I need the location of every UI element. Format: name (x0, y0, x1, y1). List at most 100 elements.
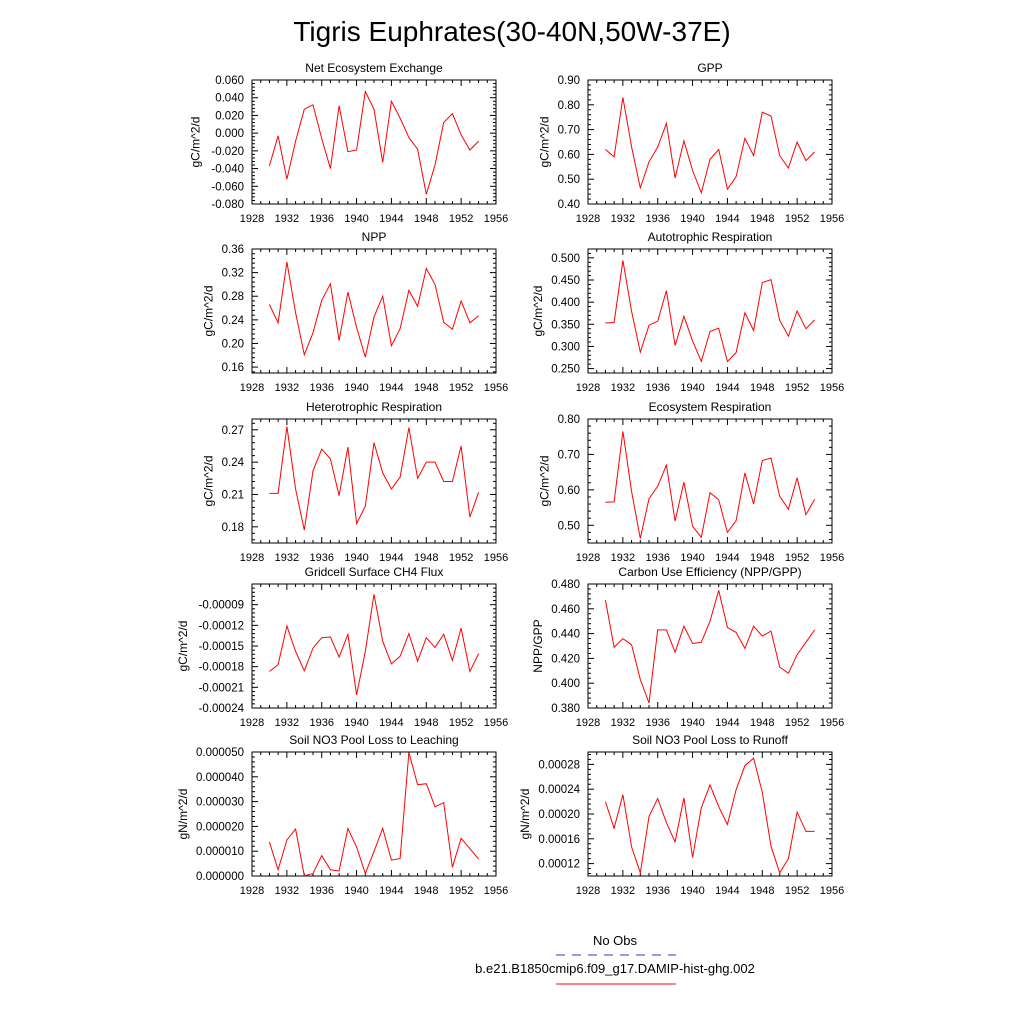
panel-soil-no3-pool-loss-to-leaching-xtick-label: 1940 (344, 885, 368, 897)
panel-ecosystem-respiration-ytick-label: 0.80 (558, 414, 580, 426)
panel-soil-no3-pool-loss-to-runoff-frame (587, 751, 833, 877)
panel-autotrophic-respiration-ylabel: gC/m^2/d (531, 286, 545, 337)
panel-soil-no3-pool-loss-to-leaching-ytick-label: 0.000010 (196, 846, 244, 858)
panel-carbon-use-efficiency-npp-gpp-ylabel: NPP/GPP (531, 619, 545, 672)
panel-npp-ytick-label: 0.16 (222, 362, 244, 374)
panel-gridcell-surface-ch4-flux: Gridcell Surface CH4 Flux 1928 1932 1936 194… (176, 565, 508, 729)
panel-heterotrophic-respiration-ytick-label: 0.27 (222, 425, 244, 437)
panel-npp-xtick-label: 1948 (414, 382, 438, 394)
legend-label-no-obs: No Obs (593, 933, 638, 948)
panel-npp-series-line (268, 261, 479, 358)
panel-autotrophic-respiration-series-line (605, 260, 815, 363)
panel-soil-no3-pool-loss-to-runoff-series-line (604, 757, 815, 875)
panel-heterotrophic-respiration-series-line (269, 426, 480, 531)
panel-gpp-ytick-label: 0.60 (558, 149, 580, 161)
panel-autotrophic-respiration-ytick-label: 0.350 (551, 319, 580, 331)
panel-net-ecosystem-exchange-series-line (268, 89, 479, 195)
panel-soil-no3-pool-loss-to-leaching-ytick-label: 0.000050 (196, 747, 244, 759)
panel-gpp-xtick-label: 1944 (715, 213, 739, 225)
panel-npp-xtick-label: 1932 (275, 382, 299, 394)
panel-gpp-title: GPP (697, 61, 722, 75)
panel-soil-no3-pool-loss-to-leaching-xtick-label: 1948 (414, 885, 438, 897)
panel-soil-no3-pool-loss-to-leaching-frame (251, 751, 497, 877)
panel-gridcell-surface-ch4-flux-series-line (269, 594, 480, 695)
panel-soil-no3-pool-loss-to-runoff-title: Soil NO3 Pool Loss to Runoff (632, 733, 789, 747)
panel-gpp-xtick-label: 1948 (750, 213, 774, 225)
panel-npp-title: NPP (362, 230, 387, 244)
panel-autotrophic-respiration-xtick-label: 1936 (645, 382, 669, 394)
panel-soil-no3-pool-loss-to-runoff-xtick-label: 1944 (715, 885, 739, 897)
panel-gpp-ytick-label: 0.80 (558, 100, 580, 112)
panel-ecosystem-respiration-ytick-label: 0.70 (558, 449, 580, 461)
panel-ecosystem-respiration-xtick-label: 1928 (576, 552, 600, 564)
panel-soil-no3-pool-loss-to-runoff-xtick-label: 1932 (611, 885, 635, 897)
panel-gridcell-surface-ch4-flux-title: Gridcell Surface CH4 Flux (305, 565, 444, 579)
panel-gridcell-surface-ch4-flux-xtick-label: 1952 (449, 717, 473, 729)
panel-net-ecosystem-exchange-xtick-label: 1956 (484, 213, 508, 225)
panel-npp-ytick-label: 0.32 (222, 268, 244, 280)
panel-heterotrophic-respiration-ytick-label: 0.21 (222, 489, 244, 501)
panel-ecosystem-respiration-xtick-label: 1948 (750, 552, 774, 564)
panel-carbon-use-efficiency-npp-gpp-xtick-label: 1952 (785, 717, 809, 729)
panel-net-ecosystem-exchange-xtick-label: 1932 (275, 213, 299, 225)
panel-net-ecosystem-exchange-xtick-label: 1936 (309, 213, 333, 225)
panel-carbon-use-efficiency-npp-gpp-series-line (604, 590, 816, 704)
panel-carbon-use-efficiency-npp-gpp-ytick-label: 0.420 (551, 653, 580, 665)
panel-carbon-use-efficiency-npp-gpp: Carbon Use Efficiency (NPP/GPP) 1928 1932 1… (531, 565, 844, 729)
panel-gpp-xtick-label: 1932 (611, 213, 635, 225)
panel-ecosystem-respiration-xtick-label: 1940 (680, 552, 704, 564)
panel-soil-no3-pool-loss-to-runoff-xtick-label: 1940 (680, 885, 704, 897)
panel-autotrophic-respiration: Autotrophic Respiration 1928 1932 1936 1940 1… (531, 230, 844, 394)
panel-heterotrophic-respiration-xtick-label: 1928 (240, 552, 264, 564)
panel-gridcell-surface-ch4-flux-ylabel: gC/m^2/d (176, 621, 190, 672)
panel-autotrophic-respiration-ytick-label: 0.500 (551, 253, 580, 265)
panel-carbon-use-efficiency-npp-gpp-xtick-label: 1956 (820, 717, 844, 729)
panel-ecosystem-respiration-series-line (605, 431, 816, 539)
panel-npp-xtick-label: 1940 (344, 382, 368, 394)
panel-soil-no3-pool-loss-to-runoff-xtick-label: 1948 (750, 885, 774, 897)
panel-gridcell-surface-ch4-flux-xtick-label: 1936 (309, 717, 333, 729)
panel-gridcell-surface-ch4-flux-ytick-label: -0.00024 (199, 703, 245, 715)
legend-label-model-run: b.e21.B1850cmip6.f09_g17.DAMIP-hist-ghg.… (475, 961, 755, 976)
panel-heterotrophic-respiration-ylabel: gC/m^2/d (201, 456, 215, 507)
panel-gpp-series-line (605, 97, 815, 195)
panel-gpp-ylabel: gC/m^2/d (537, 117, 551, 168)
panel-autotrophic-respiration-xtick-label: 1944 (715, 382, 739, 394)
panel-net-ecosystem-exchange-ylabel: gC/m^2/d (189, 117, 203, 168)
panel-heterotrophic-respiration-xtick-label: 1948 (414, 552, 438, 564)
panel-heterotrophic-respiration-xtick-label: 1940 (344, 552, 368, 564)
figure-title: Tigris Euphrates(30-40N,50W-37E) (293, 16, 730, 47)
panel-gpp-ytick-label: 0.70 (558, 125, 580, 137)
panel-npp-ytick-label: 0.24 (222, 315, 245, 327)
panel-ecosystem-respiration: Ecosystem Respiration 1928 1932 1936 1940 194… (537, 400, 844, 564)
panel-gridcell-surface-ch4-flux-xtick-label: 1944 (379, 717, 403, 729)
panel-net-ecosystem-exchange-xtick-label: 1928 (240, 213, 264, 225)
panel-net-ecosystem-exchange-ytick-label: 0.000 (215, 128, 244, 140)
panel-net-ecosystem-exchange-xtick-label: 1952 (449, 213, 473, 225)
panel-gpp-ytick-label: 0.50 (558, 174, 580, 186)
panel-soil-no3-pool-loss-to-leaching-xtick-label: 1932 (275, 885, 299, 897)
panel-gpp-ytick-label: 0.40 (558, 199, 580, 211)
panel-autotrophic-respiration-ytick-label: 0.250 (551, 364, 580, 376)
panel-soil-no3-pool-loss-to-runoff-xtick-label: 1928 (576, 885, 600, 897)
panel-ecosystem-respiration-xtick-label: 1932 (611, 552, 635, 564)
panel-gpp-xtick-label: 1956 (820, 213, 844, 225)
panel-npp-xtick-label: 1952 (449, 382, 473, 394)
panel-ecosystem-respiration-xtick-label: 1944 (715, 552, 739, 564)
panel-npp-ylabel: gC/m^2/d (201, 286, 215, 337)
panel-gridcell-surface-ch4-flux-ytick-label: -0.00012 (199, 620, 244, 632)
panel-gridcell-surface-ch4-flux-ytick-label: -0.00018 (199, 662, 244, 674)
panel-gridcell-surface-ch4-flux-ytick-label: -0.00021 (199, 682, 244, 694)
panel-carbon-use-efficiency-npp-gpp-ytick-label: 0.480 (551, 579, 580, 591)
panel-npp-frame (251, 248, 497, 374)
panel-npp-xtick-label: 1936 (309, 382, 333, 394)
panel-soil-no3-pool-loss-to-leaching-ylabel: gN/m^2/d (176, 789, 190, 840)
panel-npp: NPP 1928 1932 1936 1940 1944 1948 1952 1956 0.16 0… (201, 230, 508, 394)
panel-soil-no3-pool-loss-to-runoff-ytick-label: 0.00028 (538, 759, 580, 771)
panel-soil-no3-pool-loss-to-runoff-ytick-label: 0.00024 (538, 784, 580, 796)
panel-autotrophic-respiration-ytick-label: 0.400 (551, 297, 580, 309)
panel-npp-xtick-label: 1956 (484, 382, 508, 394)
panel-heterotrophic-respiration-ytick-label: 0.24 (222, 457, 245, 469)
panel-ecosystem-respiration-ylabel: gC/m^2/d (537, 456, 551, 507)
panel-gridcell-surface-ch4-flux-xtick-label: 1928 (240, 717, 264, 729)
